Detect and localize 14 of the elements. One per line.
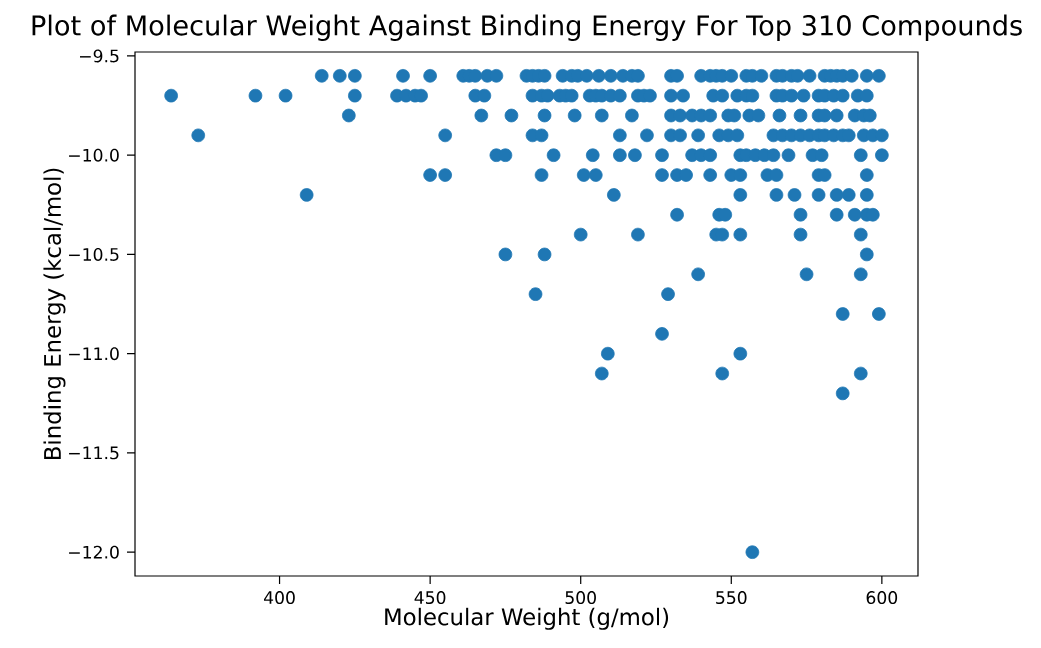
x-tick-label: 600 — [866, 591, 898, 605]
y-tick-label: −12.0 — [69, 545, 119, 559]
y-tick-label: −10.5 — [69, 247, 119, 261]
x-tick-label: 400 — [263, 591, 295, 605]
x-tick-label: 500 — [565, 591, 596, 605]
chart-title: Plot of Molecular Weight Against Binding Energy For Top 310 Compounds — [32, 14, 1022, 41]
y-tick-label: −10.0 — [69, 148, 119, 162]
x-axis-title: Molecular Weight (g/mol) — [385, 607, 669, 630]
y-axis-title: Binding Energy (kcal/mol) — [43, 168, 66, 459]
y-tick-label: −11.0 — [69, 347, 119, 361]
y-tick-label: −11.5 — [69, 446, 119, 460]
x-tick-label: 450 — [414, 591, 446, 605]
x-tick-label: 550 — [716, 591, 747, 605]
y-tick-label: −9.5 — [79, 49, 119, 63]
